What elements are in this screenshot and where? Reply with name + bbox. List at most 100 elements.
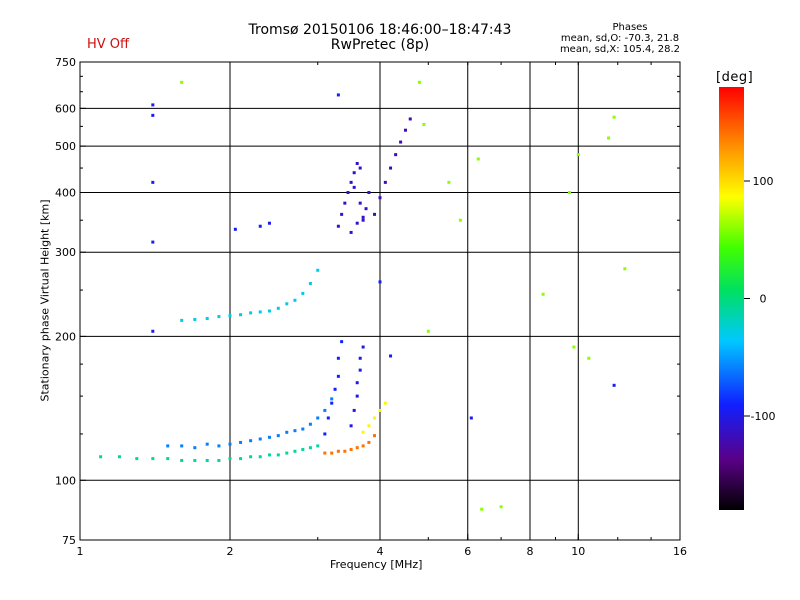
colorbar-ticks: 100 0 -100 (744, 175, 775, 423)
data-point (180, 444, 184, 448)
data-point (323, 432, 327, 436)
chart-subtitle: RwPretec (8p) (330, 37, 430, 53)
data-point (308, 282, 312, 286)
data-point (333, 387, 337, 391)
data-point (228, 314, 232, 318)
data-point (355, 161, 359, 165)
data-point (180, 318, 184, 322)
data-point (233, 227, 237, 231)
y-tick-label: 600 (55, 102, 76, 115)
x-tick-label: 2 (227, 545, 234, 558)
data-point (499, 505, 503, 509)
data-point (166, 444, 170, 448)
data-point (378, 280, 382, 284)
data-point (458, 218, 462, 222)
y-tick-label: 750 (55, 56, 76, 69)
x-tick-label: 1 (77, 545, 84, 558)
data-point (373, 416, 377, 420)
data-point (358, 368, 362, 372)
data-point (239, 313, 243, 317)
data-point (336, 224, 340, 228)
data-point (355, 394, 359, 398)
data-point (576, 153, 580, 157)
data-point (217, 444, 221, 448)
y-tick-label: 300 (55, 246, 76, 259)
data-point (358, 166, 362, 170)
data-point (267, 221, 271, 225)
data-point (541, 292, 545, 296)
hv-status: HV Off (87, 37, 129, 52)
data-point (389, 166, 393, 170)
data-point (358, 356, 362, 360)
data-point (330, 451, 334, 455)
data-point (355, 381, 359, 385)
data-point (340, 340, 344, 344)
data-point (349, 447, 353, 451)
data-point (323, 408, 327, 412)
data-point (607, 136, 611, 140)
colorbar (719, 87, 744, 510)
x-axis-label: Frequency [MHz] (330, 558, 423, 571)
data-point (403, 128, 407, 132)
data-point (352, 408, 356, 412)
data-point (276, 306, 280, 310)
data-point (217, 315, 221, 319)
data-point (308, 422, 312, 426)
y-tick-label: 400 (55, 186, 76, 199)
x-tick-label: 8 (527, 545, 534, 558)
data-point (316, 444, 320, 448)
data-point (135, 457, 139, 461)
data-point (361, 444, 365, 448)
data-point (258, 455, 262, 459)
data-point (373, 212, 377, 216)
data-point (323, 451, 327, 455)
data-point (361, 430, 365, 434)
colorbar-unit-label: [deg] (716, 70, 754, 85)
data-point (349, 180, 353, 184)
data-point (276, 434, 280, 438)
colorbar-tick-label: -100 (751, 410, 776, 423)
data-point (258, 224, 262, 228)
data-point (480, 507, 484, 511)
data-point (426, 329, 430, 333)
data-point (587, 356, 591, 360)
data-point (193, 317, 197, 321)
data-point (383, 180, 387, 184)
data-point (378, 196, 382, 200)
data-point (355, 221, 359, 225)
y-tick-label: 75 (62, 534, 76, 547)
data-point (151, 103, 155, 107)
data-point (340, 212, 344, 216)
data-point (612, 383, 616, 387)
data-point (355, 446, 359, 450)
x-tick-label: 10 (571, 545, 585, 558)
data-point (389, 354, 393, 358)
data-point (361, 345, 365, 349)
data-point (367, 440, 371, 444)
y-tick-label: 500 (55, 140, 76, 153)
data-point (228, 442, 232, 446)
data-point (193, 446, 197, 450)
data-point (352, 171, 356, 175)
data-point (301, 427, 305, 431)
data-point (394, 153, 398, 157)
data-point (361, 218, 365, 222)
grid-lines (80, 62, 680, 540)
data-point (228, 457, 232, 461)
data-point (151, 240, 155, 244)
chart-title: Tromsø 20150106 18:46:00–18:47:43 (248, 22, 512, 38)
data-point (249, 455, 253, 459)
data-point (276, 453, 280, 457)
data-point (343, 201, 347, 205)
data-point (249, 311, 253, 315)
data-point (408, 117, 412, 121)
data-point (612, 115, 616, 119)
data-point (117, 455, 121, 459)
data-point (349, 424, 353, 428)
axis-ticks: 1 2 4 6 8 10 16 75 100 200 300 400 500 600 750 (55, 56, 687, 558)
data-point (180, 458, 184, 462)
data-point (417, 80, 421, 84)
data-point (293, 449, 297, 453)
data-point (308, 446, 312, 450)
stats-heading: Phases (612, 22, 648, 33)
